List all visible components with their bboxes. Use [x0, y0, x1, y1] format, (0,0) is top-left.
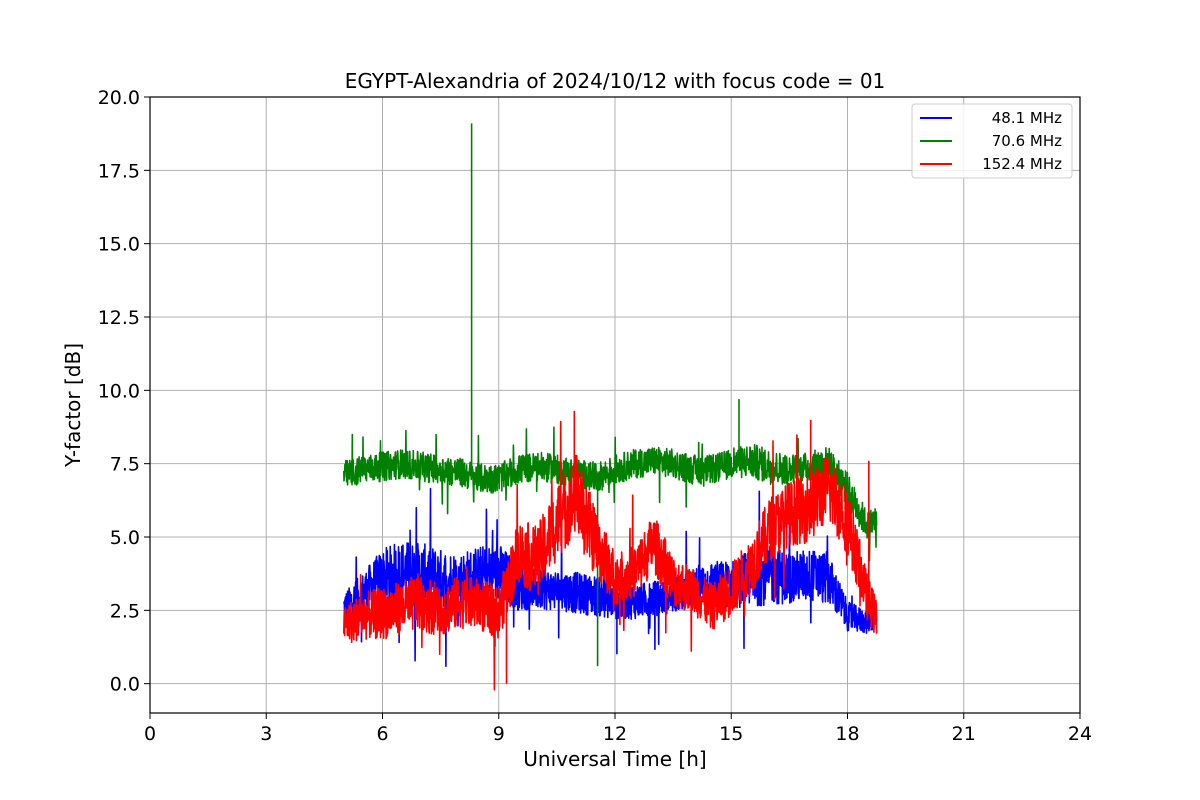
series-line [343, 123, 878, 667]
x-tick-label: 15 [719, 723, 743, 745]
x-tick-label: 21 [952, 723, 976, 745]
legend-label: 70.6 MHz [992, 132, 1062, 150]
legend-box [911, 103, 1073, 179]
x-tick-label: 3 [260, 723, 272, 745]
y-tick-label: 15.0 [98, 234, 140, 256]
series-line [343, 487, 878, 667]
x-tick-label: 6 [376, 723, 388, 745]
plot-area [343, 123, 878, 691]
x-tick-label: 18 [835, 723, 859, 745]
legend-label: 48.1 MHz [992, 109, 1062, 127]
grid-lines [149, 96, 1081, 713]
series-line [343, 410, 878, 691]
legend-label: 152.4 MHz [982, 155, 1062, 173]
chart-title: EGYPT-Alexandria of 2024/10/12 with focu… [345, 69, 886, 93]
legend: 48.1 MHz 70.6 MHz 152.4 MHz [911, 103, 1073, 179]
x-tick-label: 12 [603, 723, 627, 745]
y-tick-label: 12.5 [98, 307, 140, 329]
y-tick-label: 5.0 [110, 527, 140, 549]
y-tick-label: 20.0 [98, 87, 140, 109]
y-tick-label: 17.5 [98, 160, 140, 182]
x-tick-label: 24 [1068, 723, 1092, 745]
x-tick-label: 9 [493, 723, 505, 745]
y-tick-label: 10.0 [98, 380, 140, 402]
y-tick-label: 7.5 [110, 454, 140, 476]
y-tick-label: 2.5 [110, 600, 140, 622]
x-tick-label: 0 [144, 723, 156, 745]
x-axis-ticks: 0 3 6 9 12 15 18 21 24 [144, 713, 1092, 745]
y-axis-label: Y-factor [dB] [61, 343, 85, 468]
x-axis-label: Universal Time [h] [523, 747, 706, 771]
y-axis-ticks: 0.0 2.5 5.0 7.5 10.0 12.5 15.0 17.5 20.0 [98, 87, 150, 696]
y-tick-label: 0.0 [110, 674, 140, 696]
